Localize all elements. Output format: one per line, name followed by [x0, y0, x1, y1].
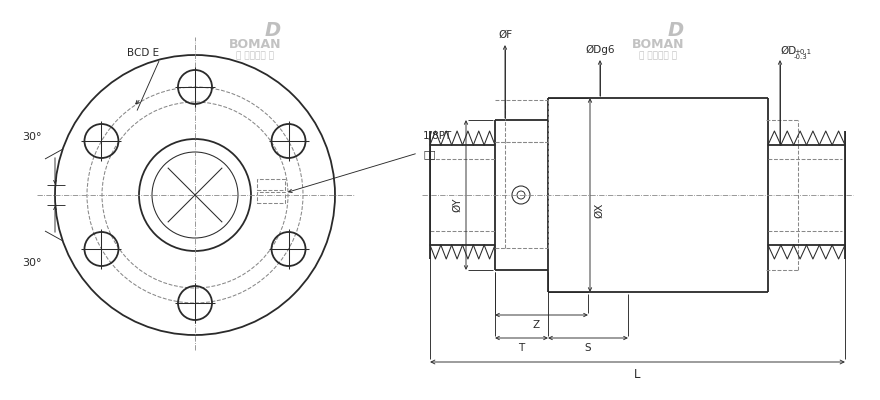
Text: 油孔: 油孔: [423, 149, 436, 159]
Text: +0.1: +0.1: [794, 49, 811, 55]
Text: ØX: ØX: [594, 202, 604, 218]
Text: L: L: [634, 368, 641, 381]
Text: ØDg6: ØDg6: [585, 45, 615, 55]
Text: ØY: ØY: [452, 198, 462, 212]
Bar: [257, 192, 285, 203]
Text: Z: Z: [533, 320, 540, 330]
Text: D: D: [668, 20, 684, 40]
Text: 30°: 30°: [23, 258, 42, 268]
Bar: [257, 179, 285, 190]
Text: BOMAN: BOMAN: [632, 38, 685, 50]
Text: S: S: [584, 343, 591, 353]
Text: ØF: ØF: [498, 30, 512, 40]
Text: 一 勃磊工业 一: 一 勃磊工业 一: [236, 52, 274, 60]
Text: 1/8PT: 1/8PT: [423, 131, 452, 141]
Text: ØD: ØD: [780, 46, 796, 56]
Text: T: T: [518, 343, 524, 353]
Text: BOMAN: BOMAN: [229, 38, 282, 50]
Text: 一 勃磊工业 一: 一 勃磊工业 一: [639, 52, 677, 60]
Text: BCD E: BCD E: [127, 48, 159, 58]
Text: 30°: 30°: [23, 132, 42, 142]
Text: -0.3: -0.3: [794, 54, 808, 60]
Text: D: D: [265, 20, 281, 40]
